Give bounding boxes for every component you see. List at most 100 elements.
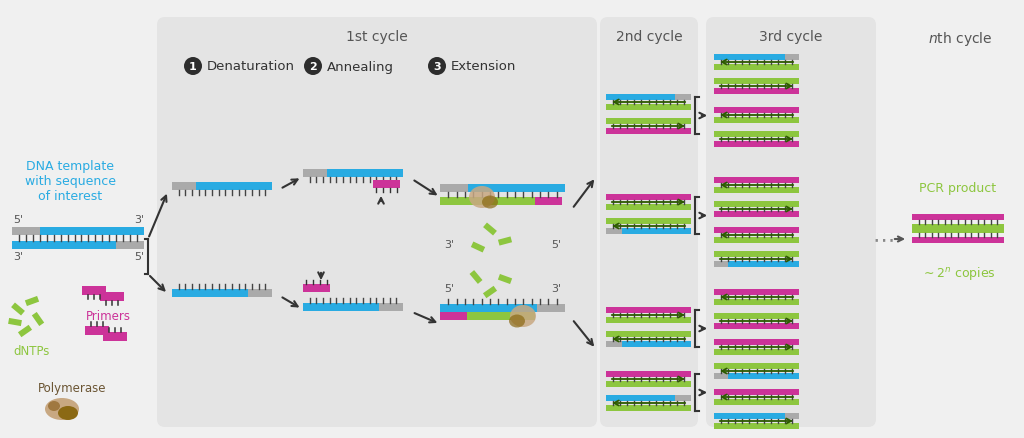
Text: Extension: Extension xyxy=(451,60,516,73)
Text: 5': 5' xyxy=(444,283,454,293)
Text: 5': 5' xyxy=(551,240,561,249)
Bar xyxy=(196,183,272,191)
Bar xyxy=(714,339,799,345)
Bar xyxy=(606,95,675,101)
Bar xyxy=(714,261,728,267)
Bar xyxy=(728,261,799,267)
Bar xyxy=(714,212,799,218)
Bar xyxy=(606,105,691,111)
Text: 2nd cycle: 2nd cycle xyxy=(615,30,682,44)
Bar xyxy=(606,219,691,225)
Bar xyxy=(606,317,691,323)
Bar xyxy=(440,312,467,320)
Bar xyxy=(714,251,799,258)
Bar xyxy=(379,303,403,311)
Bar xyxy=(535,198,562,205)
Bar xyxy=(606,119,691,125)
Text: ⋯: ⋯ xyxy=(872,230,895,249)
Bar xyxy=(714,187,799,194)
Bar xyxy=(11,303,25,316)
Text: 2: 2 xyxy=(309,62,316,72)
Bar xyxy=(40,227,144,236)
Bar xyxy=(606,405,691,411)
Text: 1: 1 xyxy=(189,62,197,72)
Bar xyxy=(714,65,799,71)
Bar xyxy=(785,413,799,419)
Text: $\sim$2$^{n}$ copies: $\sim$2$^{n}$ copies xyxy=(921,265,995,281)
Bar xyxy=(714,227,799,233)
Bar xyxy=(303,170,327,177)
Bar xyxy=(25,296,39,306)
Bar xyxy=(606,194,691,201)
Bar xyxy=(714,118,799,124)
Bar xyxy=(675,395,691,401)
Bar xyxy=(606,129,691,135)
Bar xyxy=(714,363,799,369)
Bar xyxy=(498,237,512,246)
Circle shape xyxy=(428,58,446,76)
Bar xyxy=(714,323,799,329)
Bar xyxy=(606,371,691,377)
Bar xyxy=(12,227,40,236)
Bar xyxy=(12,241,116,249)
Bar xyxy=(85,326,109,335)
Bar xyxy=(100,292,124,301)
Bar xyxy=(714,423,799,429)
Bar xyxy=(912,227,1004,233)
Bar xyxy=(714,349,799,355)
Text: dNTPs: dNTPs xyxy=(13,344,50,357)
Bar xyxy=(714,132,799,138)
Bar xyxy=(714,313,799,319)
Text: 3': 3' xyxy=(134,215,144,225)
Bar xyxy=(82,286,106,295)
Text: 5': 5' xyxy=(13,215,24,225)
Bar xyxy=(714,373,728,379)
Bar xyxy=(606,395,675,401)
Bar xyxy=(912,225,1004,230)
Bar xyxy=(440,304,537,312)
Bar xyxy=(483,286,497,299)
Bar xyxy=(714,413,785,419)
Text: PCR product: PCR product xyxy=(920,182,996,194)
Bar xyxy=(32,312,44,326)
Bar xyxy=(471,242,485,253)
Text: 3': 3' xyxy=(13,251,24,261)
Bar xyxy=(467,312,535,320)
Bar xyxy=(468,184,565,193)
Bar xyxy=(622,341,691,347)
Ellipse shape xyxy=(469,187,495,208)
Bar xyxy=(470,271,482,284)
Text: 3: 3 xyxy=(433,62,440,72)
FancyBboxPatch shape xyxy=(157,18,597,427)
Text: $\mathit{n}$th cycle: $\mathit{n}$th cycle xyxy=(928,30,992,48)
Bar xyxy=(248,290,272,297)
Ellipse shape xyxy=(509,315,525,328)
Bar xyxy=(537,304,565,312)
Text: Annealing: Annealing xyxy=(327,60,394,73)
Bar xyxy=(912,237,1004,244)
Bar xyxy=(785,55,799,61)
Bar xyxy=(912,215,1004,220)
Bar xyxy=(440,198,535,205)
Text: 1st cycle: 1st cycle xyxy=(346,30,408,44)
Ellipse shape xyxy=(510,305,536,327)
Ellipse shape xyxy=(58,406,78,420)
Bar xyxy=(440,184,468,193)
Text: Polymerase: Polymerase xyxy=(38,381,106,394)
Text: 3': 3' xyxy=(551,283,561,293)
Bar xyxy=(116,241,144,249)
Bar xyxy=(714,237,799,244)
Text: Primers: Primers xyxy=(85,309,130,322)
Bar xyxy=(606,205,691,211)
Bar xyxy=(172,183,196,191)
Bar xyxy=(714,389,799,395)
Circle shape xyxy=(184,58,202,76)
Bar xyxy=(606,341,622,347)
Bar xyxy=(714,299,799,305)
Bar xyxy=(303,284,330,292)
Ellipse shape xyxy=(48,401,60,411)
Text: DNA template
with sequence
of interest: DNA template with sequence of interest xyxy=(25,159,116,202)
Bar xyxy=(483,223,497,236)
Bar xyxy=(327,170,403,177)
Bar xyxy=(8,318,22,326)
